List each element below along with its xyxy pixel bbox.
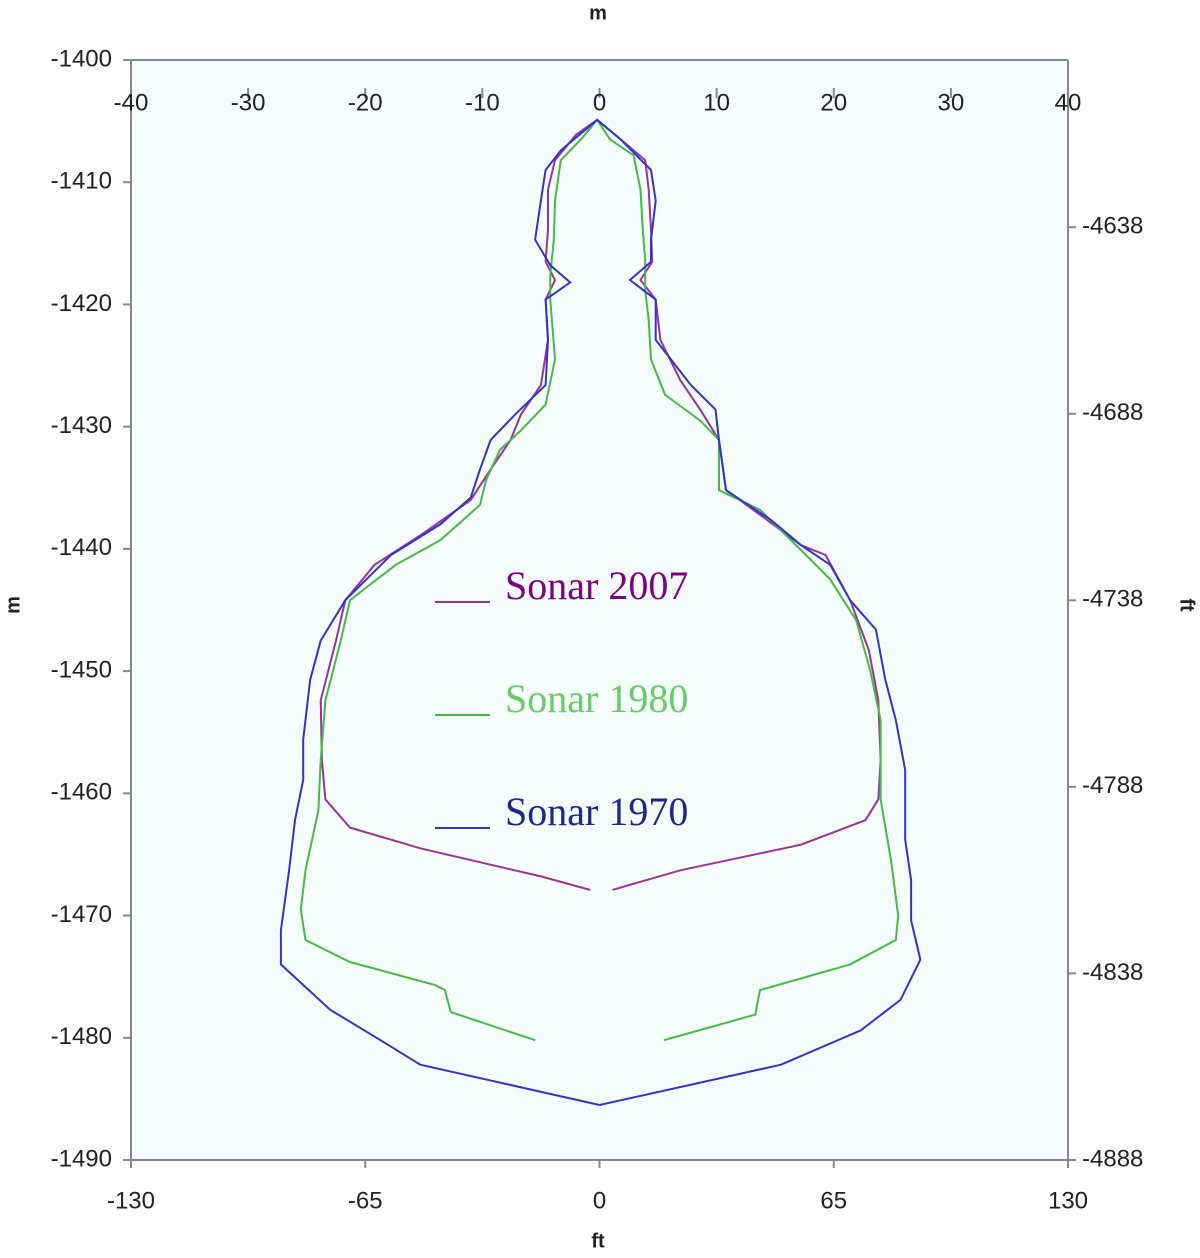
right-tick-label: -4638 <box>1082 213 1143 240</box>
top-tick-label: 40 <box>1055 89 1082 116</box>
top-tick-label: 20 <box>820 89 847 116</box>
left-tick-label: -1400 <box>51 45 112 72</box>
right-tick-label: -4888 <box>1082 1145 1143 1172</box>
left-tick-label: -1480 <box>51 1023 112 1050</box>
top-tick-label: -40 <box>114 89 149 116</box>
bottom-tick-label: 65 <box>820 1187 847 1214</box>
profile-line <box>299 118 900 1042</box>
plot-area <box>131 60 1068 1160</box>
legend-label: Sonar 1970 <box>505 789 688 834</box>
left-tick-label: -1490 <box>51 1145 112 1172</box>
right-tick-label: -4738 <box>1082 586 1143 613</box>
top-tick-label: 0 <box>593 89 606 116</box>
top-tick-label: -30 <box>231 89 266 116</box>
top-tick-label: -10 <box>465 89 500 116</box>
bottom-tick-label: -65 <box>348 1187 383 1214</box>
top-tick-label: 10 <box>703 89 730 116</box>
top-tick-label: -20 <box>348 89 383 116</box>
bottom-tick-label: 130 <box>1048 1187 1088 1214</box>
right-tick-label: -4688 <box>1082 399 1143 426</box>
legend-label: Sonar 2007 <box>505 563 688 608</box>
left-tick-label: -1450 <box>51 656 112 683</box>
right-tick-label: -4788 <box>1082 772 1143 799</box>
top-axis-title: m <box>589 2 607 24</box>
left-tick-label: -1410 <box>51 168 112 195</box>
profile-line <box>279 118 922 1106</box>
right-axis-title: ft <box>1176 598 1198 612</box>
left-tick-label: -1470 <box>51 901 112 928</box>
left-tick-label: -1440 <box>51 534 112 561</box>
right-tick-label: -4838 <box>1082 959 1143 986</box>
legend-label: Sonar 1980 <box>505 676 688 721</box>
left-tick-label: -1420 <box>51 290 112 317</box>
left-tick-label: -1460 <box>51 779 112 806</box>
left-tick-label: -1430 <box>51 412 112 439</box>
bottom-tick-label: -130 <box>107 1187 155 1214</box>
top-tick-label: 30 <box>938 89 965 116</box>
bottom-axis-title: ft <box>591 1230 605 1252</box>
left-axis-title: m <box>2 596 24 614</box>
bottom-tick-label: 0 <box>593 1187 606 1214</box>
